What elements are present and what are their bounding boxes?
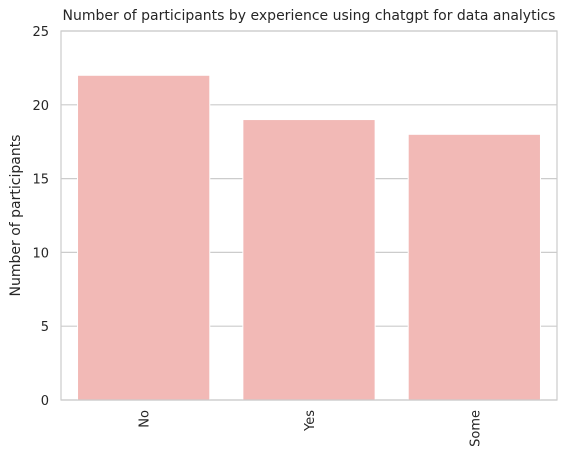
y-tick-label-20: 20 — [32, 99, 49, 114]
x-tick-label-yes: Yes — [303, 410, 318, 432]
x-tick-label-some: Some — [468, 410, 483, 447]
y-tick-label-25: 25 — [32, 25, 49, 40]
y-tick-label-5: 5 — [41, 320, 49, 335]
plot-frame-border — [60, 30, 558, 401]
y-tick-label-15: 15 — [32, 173, 49, 188]
bars — [77, 74, 541, 401]
y-tick-labels: 0 5 10 15 20 25 — [32, 25, 49, 409]
x-tick-label-no: No — [138, 410, 153, 428]
bar-no — [77, 74, 211, 401]
y-tick-label-10: 10 — [32, 246, 49, 261]
x-tick-labels: No Yes Some — [138, 410, 484, 447]
plot-frame — [60, 30, 558, 401]
bar-some — [407, 133, 541, 401]
y-tick-label-0: 0 — [41, 394, 49, 409]
bar-yes — [242, 119, 376, 401]
chart-title: Number of participants by experience usi… — [63, 8, 556, 24]
y-axis-label: Number of participants — [8, 135, 24, 297]
